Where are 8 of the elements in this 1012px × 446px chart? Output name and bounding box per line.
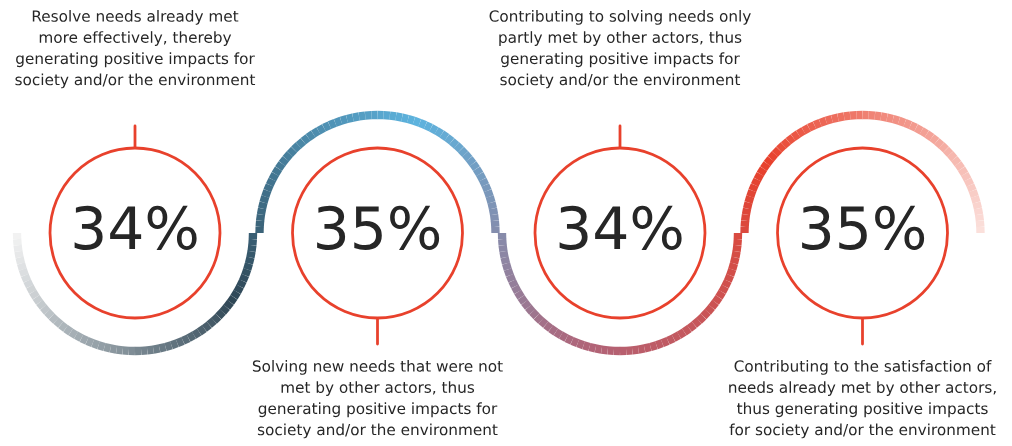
category-label: Contributing to solving needs only partly met by other actors, thus generating positive impacts for society and/or the environment bbox=[489, 10, 751, 89]
data-label: 34% bbox=[74, 205, 197, 250]
category-label: Resolve needs already met more effectively, thereby generating positive impacts for society and/or the environment bbox=[15, 10, 256, 89]
category-label: Contributing to the satisfaction of needs already met by other actors, thus generating positive impacts for society and/or the environment bbox=[729, 360, 996, 439]
category-label: Solving new needs that were not met by other actors, thus generating positive impacts for society and/or the environment bbox=[252, 360, 503, 439]
data-label: 35% bbox=[802, 205, 925, 250]
data-label: 35% bbox=[317, 205, 440, 250]
data-label: 34% bbox=[559, 205, 682, 250]
